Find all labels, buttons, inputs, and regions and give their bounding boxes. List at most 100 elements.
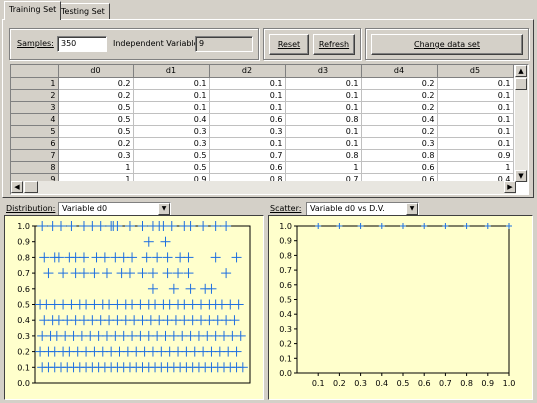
change-data-set-button[interactable]: Change data set — [371, 34, 523, 55]
column-header[interactable]: d3 — [285, 65, 362, 78]
table-cell[interactable]: 0.1 — [285, 125, 362, 138]
refresh-button[interactable]: Refresh — [313, 34, 355, 55]
table-cell[interactable]: 0.5 — [58, 125, 134, 138]
table-row[interactable]: 6 0.2 0.3 0.1 0.1 0.3 0.1 — [11, 137, 514, 150]
table-cell[interactable]: 0.4 — [133, 113, 210, 126]
table-cell[interactable]: 0.1 — [209, 101, 286, 114]
row-number[interactable]: 8 — [11, 161, 59, 174]
scroll-down-icon[interactable]: ▼ — [515, 170, 527, 182]
table-cell[interactable]: 0.1 — [437, 125, 514, 138]
tab-testing-set[interactable]: Testing Set — [56, 3, 110, 20]
scatter-select[interactable]: Variable d0 vs D.V. ▼ — [306, 202, 419, 216]
table-cell[interactable]: 0.2 — [58, 137, 134, 150]
distribution-select[interactable]: Variable d0 ▼ — [58, 202, 171, 216]
table-cell[interactable]: 0.9 — [437, 149, 514, 162]
hscroll-thumb[interactable] — [24, 181, 38, 193]
table-cell[interactable]: 0.5 — [58, 101, 134, 114]
table-cell[interactable]: 0.1 — [209, 89, 286, 102]
x-tick-label: 0.6 — [418, 379, 431, 388]
data-point — [137, 268, 148, 279]
table-cell[interactable]: 0.8 — [285, 113, 362, 126]
row-number[interactable]: 3 — [11, 101, 59, 114]
table-cell[interactable]: 0.3 — [133, 125, 210, 138]
table-cell[interactable]: 0.2 — [361, 101, 438, 114]
table-row[interactable]: 7 0.3 0.5 0.7 0.8 0.8 0.9 — [11, 149, 514, 162]
data-point — [152, 330, 163, 341]
table-cell[interactable]: 0.3 — [133, 137, 210, 150]
table-cell[interactable]: 0.8 — [285, 149, 362, 162]
table-cell[interactable]: 0.2 — [58, 77, 134, 90]
table-cell[interactable]: 0.1 — [209, 137, 286, 150]
table-cell[interactable]: 0.4 — [361, 113, 438, 126]
data-point — [104, 299, 115, 310]
scroll-left-icon[interactable]: ◀ — [11, 181, 23, 193]
row-number[interactable]: 1 — [11, 77, 59, 90]
distribution-label: Distribution: — [6, 204, 56, 213]
table-cell[interactable]: 0.5 — [58, 113, 134, 126]
table-cell[interactable]: 0.5 — [133, 161, 210, 174]
vertical-scrollbar[interactable]: ▲ ▼ — [515, 65, 528, 182]
table-cell[interactable]: 0.3 — [58, 149, 134, 162]
table-cell[interactable]: 0.3 — [361, 137, 438, 150]
table-cell[interactable]: 1 — [437, 161, 514, 174]
y-tick-label: 0.3 — [17, 332, 30, 341]
data-point — [58, 268, 69, 279]
table-cell[interactable]: 0.1 — [437, 77, 514, 90]
chevron-down-icon[interactable]: ▼ — [406, 203, 418, 215]
table-cell[interactable]: 0.1 — [133, 89, 210, 102]
table-cell[interactable]: 0.1 — [437, 89, 514, 102]
tab-training-set[interactable]: Training Set — [4, 1, 62, 20]
scroll-right-icon[interactable]: ▶ — [504, 181, 516, 193]
horizontal-scrollbar[interactable]: ◀ ▶ — [11, 181, 516, 194]
reset-button[interactable]: Reset — [269, 34, 309, 55]
table-cell[interactable]: 0.2 — [361, 125, 438, 138]
table-cell[interactable]: 1 — [285, 161, 362, 174]
row-number[interactable]: 4 — [11, 113, 59, 126]
row-number[interactable]: 7 — [11, 149, 59, 162]
table-cell[interactable]: 0.1 — [133, 77, 210, 90]
table-cell[interactable]: 0.5 — [133, 149, 210, 162]
table-cell[interactable]: 0.8 — [361, 149, 438, 162]
table-row[interactable]: 4 0.5 0.4 0.6 0.8 0.4 0.1 — [11, 113, 514, 126]
corner-cell[interactable] — [11, 65, 59, 78]
table-cell[interactable]: 0.1 — [285, 137, 362, 150]
chevron-down-icon[interactable]: ▼ — [158, 203, 170, 215]
scroll-up-icon[interactable]: ▲ — [515, 65, 527, 77]
table-cell[interactable]: 0.2 — [361, 77, 438, 90]
samples-label: Samples: — [17, 39, 54, 48]
table-cell[interactable]: 0.6 — [209, 161, 286, 174]
table-row[interactable]: 8 1 0.5 0.6 1 0.6 1 — [11, 161, 514, 174]
table-cell[interactable]: 0.1 — [285, 89, 362, 102]
header-row: d0 d1 d2 d3 d4 d5 — [11, 65, 514, 78]
table-cell[interactable]: 0.1 — [133, 101, 210, 114]
table-cell[interactable]: 0.1 — [437, 113, 514, 126]
scroll-thumb[interactable] — [515, 78, 527, 90]
table-cell[interactable]: 0.6 — [361, 161, 438, 174]
table-cell[interactable]: 0.6 — [209, 113, 286, 126]
column-header[interactable]: d2 — [209, 65, 286, 78]
data-point — [237, 362, 248, 373]
column-header[interactable]: d0 — [58, 65, 134, 78]
column-header[interactable]: d4 — [361, 65, 438, 78]
table-cell[interactable]: 0.2 — [361, 89, 438, 102]
distribution-plot-panel: 1.0 0.9 0.8 0.7 0.6 0.5 0.4 0.3 0.2 0.1 0.0 — [4, 215, 264, 400]
table-row[interactable]: 3 0.5 0.1 0.1 0.1 0.2 0.1 — [11, 101, 514, 114]
table-cell[interactable]: 0.1 — [285, 77, 362, 90]
table-cell[interactable]: 0.7 — [209, 149, 286, 162]
table-row[interactable]: 5 0.5 0.3 0.3 0.1 0.2 0.1 — [11, 125, 514, 138]
table-cell[interactable]: 0.1 — [437, 137, 514, 150]
table-row[interactable]: 1 0.2 0.1 0.1 0.1 0.2 0.1 — [11, 77, 514, 90]
table-cell[interactable]: 0.2 — [58, 89, 134, 102]
row-number[interactable]: 6 — [11, 137, 59, 150]
table-cell[interactable]: 1 — [58, 161, 134, 174]
table-cell[interactable]: 0.1 — [437, 101, 514, 114]
table-cell[interactable]: 0.3 — [209, 125, 286, 138]
table-cell[interactable]: 0.1 — [209, 77, 286, 90]
row-number[interactable]: 5 — [11, 125, 59, 138]
table-row[interactable]: 2 0.2 0.1 0.1 0.1 0.2 0.1 — [11, 89, 514, 102]
samples-input[interactable]: 350 — [57, 36, 107, 52]
column-header[interactable]: d1 — [133, 65, 210, 78]
table-cell[interactable]: 0.1 — [285, 101, 362, 114]
column-header[interactable]: d5 — [437, 65, 514, 78]
row-number[interactable]: 2 — [11, 89, 59, 102]
